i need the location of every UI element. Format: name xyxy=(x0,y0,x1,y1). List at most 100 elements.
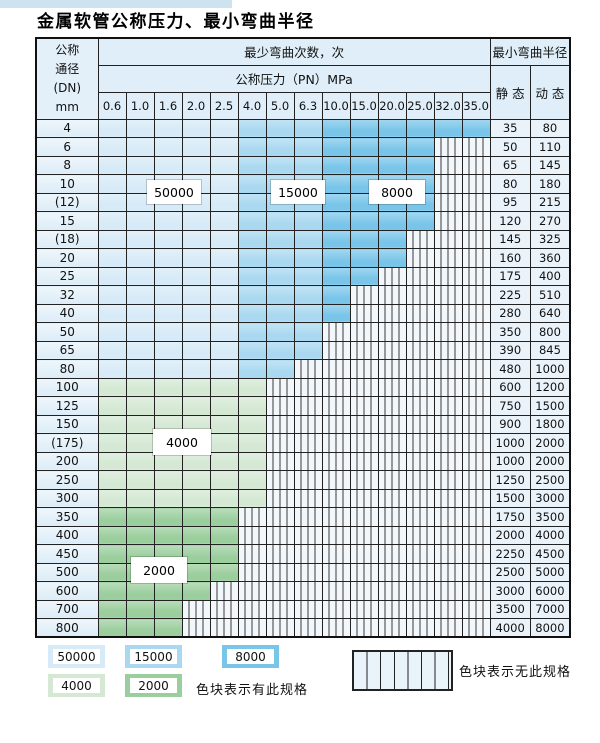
dn-cell: 200 xyxy=(35,451,99,471)
no-spec-cell xyxy=(461,285,491,305)
table-row: 450 2250 4500 xyxy=(35,544,571,564)
no-spec-cell xyxy=(265,488,295,508)
spec-available-cell xyxy=(97,359,127,379)
spec-available-cell xyxy=(209,414,239,434)
no-spec-cell xyxy=(265,581,295,601)
no-spec-cell xyxy=(321,525,351,545)
nominal-pressure-header: 公称压力（PN）MPa xyxy=(97,64,491,93)
spec-available-cell xyxy=(405,118,435,138)
spec-available-cell xyxy=(97,266,127,286)
pressure-column-header: 5.0 xyxy=(265,91,295,120)
spec-available-cell xyxy=(237,396,267,416)
no-spec-cell xyxy=(293,507,323,527)
spec-available-cell xyxy=(265,118,295,138)
pressure-values-row: 0.6 1.0 1.6 2.0 2.5 4.0 5.0 6.3 10.0 15.0 20.0 25.0… xyxy=(36,91,570,120)
spec-available-cell xyxy=(125,451,155,471)
dynamic-radius-cell: 1500 xyxy=(529,396,571,416)
no-spec-cell xyxy=(349,525,379,545)
spec-available-cell xyxy=(181,118,211,138)
spec-available-cell xyxy=(125,285,155,305)
no-spec-cell xyxy=(321,618,351,638)
spec-available-cell xyxy=(125,155,155,175)
table-row: 25 175 400 xyxy=(35,266,571,286)
no-spec-cell xyxy=(237,525,267,545)
zone-label: 50000 xyxy=(147,180,201,204)
spec-available-cell xyxy=(237,266,267,286)
no-spec-cell xyxy=(209,618,239,638)
no-spec-cell xyxy=(265,377,295,397)
spec-available-cell xyxy=(153,396,183,416)
no-spec-cell xyxy=(237,599,267,619)
no-spec-cell xyxy=(321,340,351,360)
spec-available-cell xyxy=(181,359,211,379)
no-spec-cell xyxy=(377,544,407,564)
static-radius-cell: 95 xyxy=(489,192,531,212)
no-spec-cell xyxy=(293,470,323,490)
no-spec-cell xyxy=(321,581,351,601)
static-radius-cell: 2500 xyxy=(489,562,531,582)
table-row: 65 390 845 xyxy=(35,340,571,360)
no-spec-cell xyxy=(265,544,295,564)
table-row: 50 350 800 xyxy=(35,322,571,342)
legend-swatch-4000: 4000 xyxy=(48,674,105,697)
spec-available-cell xyxy=(265,359,295,379)
spec-available-cell xyxy=(125,248,155,268)
no-spec-cell xyxy=(433,340,463,360)
pressure-column-header: 1.6 xyxy=(153,91,183,120)
spec-available-cell xyxy=(237,303,267,323)
no-spec-cell xyxy=(209,599,239,619)
no-spec-cell xyxy=(237,544,267,564)
spec-available-cell xyxy=(237,137,267,157)
table-row: 4 35 80 xyxy=(35,118,571,138)
spec-available-cell xyxy=(209,562,239,582)
spec-available-cell xyxy=(321,192,351,212)
dn-cell: 450 xyxy=(35,544,99,564)
dn-cell: 80 xyxy=(35,359,99,379)
no-spec-cell xyxy=(461,174,491,194)
dynamic-radius-cell: 640 xyxy=(529,303,571,323)
spec-available-cell xyxy=(181,211,211,231)
static-radius-cell: 50 xyxy=(489,137,531,157)
no-spec-cell xyxy=(433,285,463,305)
no-spec-cell xyxy=(433,507,463,527)
spec-available-cell xyxy=(97,414,127,434)
legend-available-note: 色块表示有此规格 xyxy=(196,683,309,698)
dynamic-radius-cell: 180 xyxy=(529,174,571,194)
dn-cell: 32 xyxy=(35,285,99,305)
spec-available-cell xyxy=(97,340,127,360)
spec-available-cell xyxy=(265,211,295,231)
no-spec-cell xyxy=(321,544,351,564)
static-radius-cell: 80 xyxy=(489,174,531,194)
spec-available-cell xyxy=(237,229,267,249)
spec-available-cell xyxy=(97,192,127,212)
spec-available-cell xyxy=(209,248,239,268)
spec-available-cell xyxy=(349,248,379,268)
spec-available-cell xyxy=(209,340,239,360)
no-spec-cell xyxy=(433,525,463,545)
legend-swatch-2000: 2000 xyxy=(125,674,182,697)
no-spec-cell xyxy=(461,303,491,323)
spec-available-cell xyxy=(265,137,295,157)
spec-available-cell xyxy=(97,211,127,231)
table-row: 500 2500 5000 xyxy=(35,562,571,582)
spec-available-cell xyxy=(97,396,127,416)
no-spec-cell xyxy=(433,266,463,286)
no-spec-cell xyxy=(405,340,435,360)
dynamic-radius-cell: 145 xyxy=(529,155,571,175)
spec-available-cell xyxy=(209,211,239,231)
spec-available-cell xyxy=(349,155,379,175)
spec-available-cell xyxy=(97,248,127,268)
spec-available-cell xyxy=(209,525,239,545)
spec-available-cell xyxy=(237,174,267,194)
no-spec-cell xyxy=(349,340,379,360)
no-spec-cell xyxy=(349,285,379,305)
no-spec-cell xyxy=(461,451,491,471)
no-spec-cell xyxy=(321,599,351,619)
no-spec-cell xyxy=(377,414,407,434)
spec-available-cell xyxy=(237,488,267,508)
spec-available-cell xyxy=(293,155,323,175)
spec-available-cell xyxy=(181,377,211,397)
dynamic-radius-cell: 215 xyxy=(529,192,571,212)
spec-available-cell xyxy=(461,118,491,138)
spec-available-cell xyxy=(265,285,295,305)
